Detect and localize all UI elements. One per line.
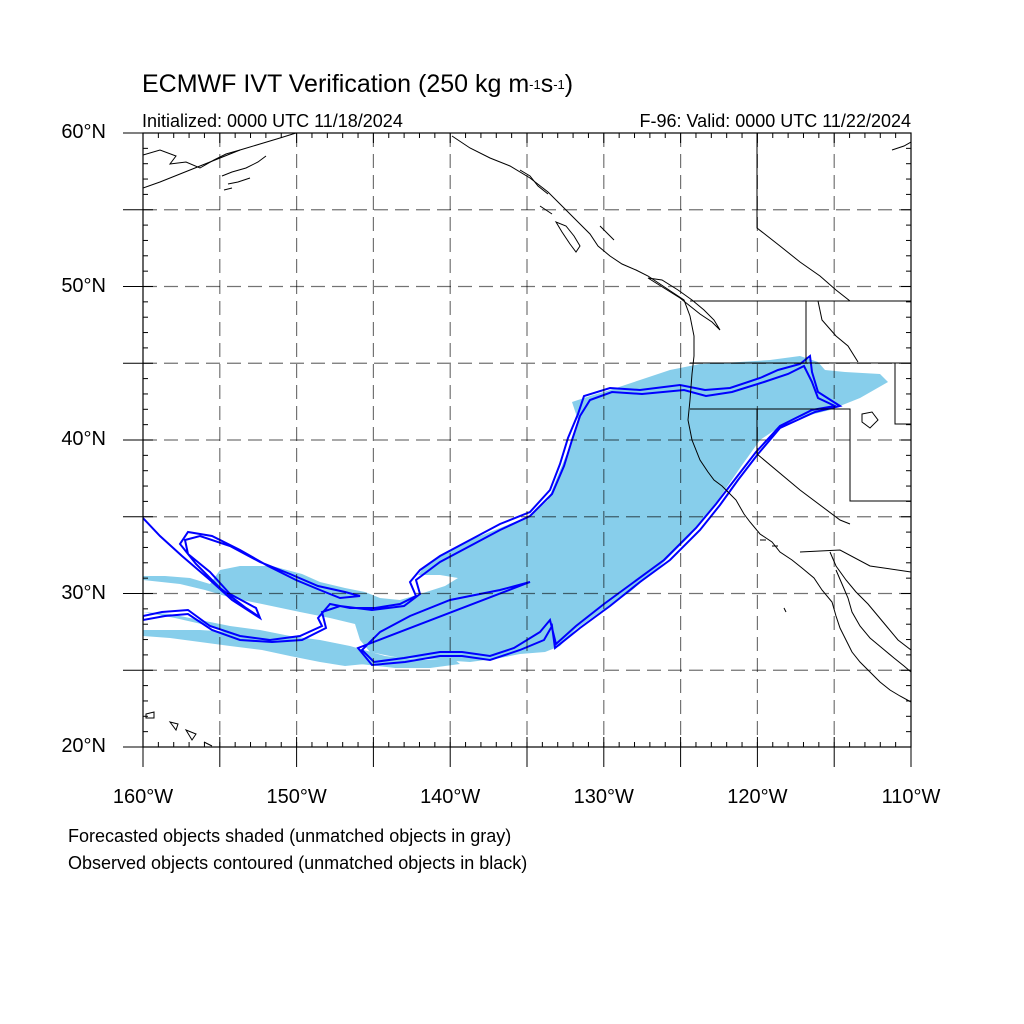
observed-contour-west [143,517,361,621]
montana-border [894,363,911,425]
lon-label: 160°W [112,786,174,808]
chart-title: ECMWF IVT Verification (250 kg m-1s-1) [142,70,574,98]
channel-islands [760,539,787,613]
lat-label: 60°N [61,121,106,143]
bc-islands [519,169,615,253]
valid-time-label: F-96: Valid: 0000 UTC 11/22/2024 [639,111,912,131]
legend-observed: Observed objects contoured (unmatched ob… [68,853,528,873]
lat-label: 20°N [61,735,106,757]
hawaii-islands [145,711,213,747]
gulf-california-coast [829,551,911,651]
lat-label: 50°N [61,274,106,297]
lon-label: 140°W [420,786,481,808]
lon-label: 120°W [727,786,788,808]
lat-label: 30°N [61,581,106,604]
coastlines [143,133,911,747]
legend-forecast: Forecasted objects shaded (unmatched obj… [68,826,512,846]
forecast-object-main [143,356,888,662]
east-edge-coast [891,141,911,151]
mexico-border [799,549,911,573]
lon-label: 110°W [881,786,941,808]
vancouver-island [647,277,721,331]
us-state-line-ca-or [690,408,911,502]
bc-interior-border [756,133,851,302]
observed-contour-main [143,354,843,667]
alaska-islands [221,155,267,191]
idaho-border [817,300,859,363]
init-time-label: Initialized: 0000 UTC 11/18/2024 [142,111,403,131]
pacific-coast [451,135,911,703]
observed-object [143,354,843,667]
forecast-object-tip [143,630,370,666]
lon-label: 150°W [266,786,327,808]
great-salt-lake [861,411,879,429]
us-state-line-north [690,301,911,364]
forecast-object [143,356,888,668]
axis-ticks [123,132,912,767]
lat-label: 40°N [61,428,106,450]
lon-label: 130°W [573,786,634,808]
graticule [143,133,911,747]
alaska-coast-2 [143,149,241,169]
baja-inner-coast [835,569,911,673]
